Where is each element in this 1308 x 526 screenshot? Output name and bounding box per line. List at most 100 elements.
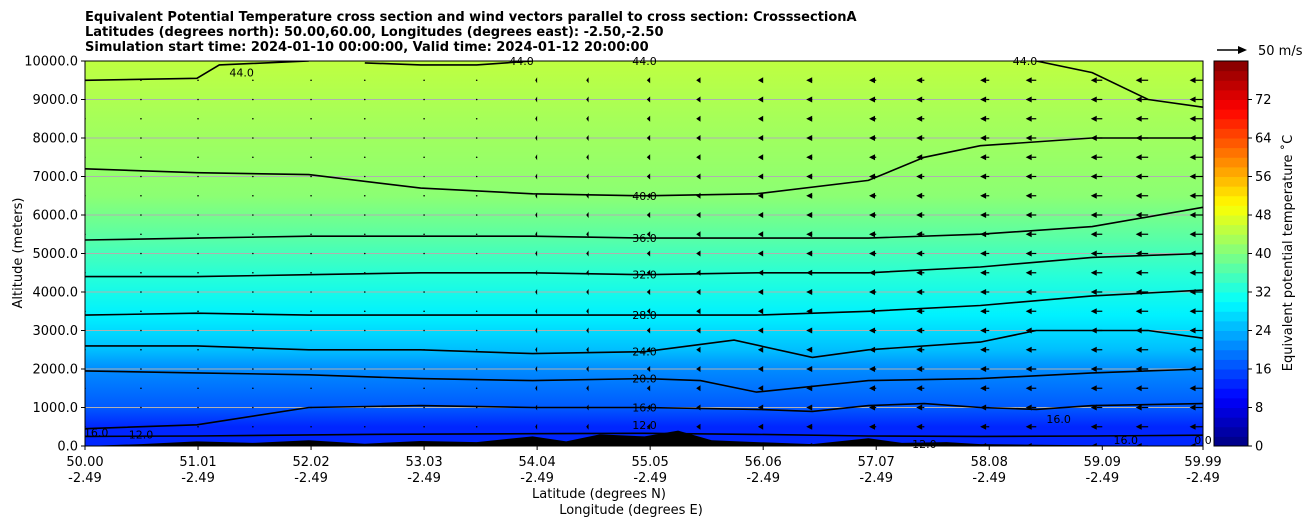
x-tick-label-longitude: -2.49 (294, 471, 328, 486)
wind-vector (423, 348, 425, 351)
contour-label: 44.0 (229, 67, 254, 80)
wind-vector-head (806, 346, 813, 353)
wind-vector-head (757, 212, 764, 218)
wind-vector (475, 79, 478, 82)
wind-vector-head (916, 173, 923, 180)
colorbar-segment (1214, 234, 1248, 245)
y-tick-label: 4000.0 (33, 286, 79, 301)
x-tick-label-longitude: -2.49 (972, 471, 1006, 486)
x-tick-label-latitude: 57.07 (858, 455, 895, 470)
wind-vector (197, 79, 199, 82)
colorbar-segment (1214, 70, 1248, 81)
colorbar-label: Equivalent potential temperature ˚C (1280, 135, 1296, 371)
wind-vector-head (535, 308, 538, 315)
wind-vector-head (535, 289, 538, 295)
wind-vector-head (980, 173, 987, 180)
wind-vector-head (535, 115, 538, 122)
wind-vector-head (1135, 269, 1142, 276)
wind-vector (423, 387, 425, 390)
colorbar-segment (1214, 340, 1248, 351)
wind-vector (475, 310, 478, 313)
wind-vector-head (916, 192, 923, 199)
wind-vector (423, 214, 425, 216)
x-tick-label-longitude: -2.49 (1085, 471, 1119, 486)
contour-label: 32.0 (632, 269, 657, 282)
wind-vector-head (806, 135, 813, 141)
wind-vector-head (869, 212, 876, 218)
wind-vector-head (806, 115, 813, 122)
colorbar-segment (1214, 282, 1248, 293)
wind-vector-head (806, 77, 813, 84)
y-tick-label: 8000.0 (33, 132, 79, 147)
wind-vector (252, 98, 254, 101)
wind-vector-head (586, 192, 589, 199)
wind-vector-head (696, 327, 701, 334)
wind-vector-head (1135, 96, 1142, 103)
wind-vector-head (1090, 327, 1097, 334)
colorbar-segment (1214, 330, 1248, 341)
wind-vector (310, 175, 312, 178)
wind-vector-head (757, 385, 764, 392)
wind-vector-head (1189, 327, 1196, 334)
wind-vector-head (646, 212, 651, 218)
wind-vector-head (535, 404, 538, 411)
x-tick-label-latitude: 55.05 (632, 455, 669, 470)
wind-vector (475, 117, 478, 120)
wind-vector-head (1135, 327, 1142, 334)
wind-vector-head (535, 443, 538, 446)
colorbar-segment (1214, 89, 1248, 100)
wind-vector-head (757, 173, 764, 180)
wind-vector (310, 194, 312, 197)
wind-vector (423, 329, 425, 332)
wind-vector-head (806, 443, 813, 446)
wind-vector-head (980, 135, 987, 141)
colorbar-segment (1214, 99, 1248, 110)
wind-vector (423, 79, 425, 82)
wind-vector-head (980, 327, 987, 334)
wind-vector-head (806, 231, 813, 238)
x-tick-label-longitude: -2.49 (633, 471, 667, 486)
wind-vector (475, 137, 478, 139)
wind-vector (310, 368, 312, 370)
wind-vector (310, 348, 312, 351)
wind-vector-head (980, 115, 987, 122)
x-axis: 50.00-2.4951.01-2.4952.02-2.4953.03-2.49… (66, 446, 1222, 486)
colorbar-segment (1214, 397, 1248, 408)
wind-vector-head (586, 404, 589, 411)
wind-vector-head (980, 269, 987, 276)
wind-vector-head (1025, 96, 1032, 103)
wind-vector (363, 233, 366, 236)
wind-vector-head (1189, 269, 1196, 276)
y-axis: 0.0 1000.0 2000.0 3000.0 4000.0 5000.0 6000.0 7… (24, 55, 85, 455)
wind-vector-head (1090, 154, 1097, 161)
wind-vector (310, 310, 312, 313)
x-axis-label: Latitude (degrees N) (532, 487, 666, 502)
wind-vector-head (696, 385, 701, 392)
wind-vector (310, 156, 312, 159)
wind-vector-head (696, 289, 701, 295)
wind-vector (197, 117, 199, 120)
wind-vector-head (916, 154, 923, 161)
wind-vector (423, 233, 425, 236)
wind-vector-head (586, 289, 589, 295)
wind-vector-head (980, 77, 987, 84)
wind-vector-head (1135, 385, 1142, 392)
wind-vector-head (1025, 404, 1032, 411)
wind-vector-head (1189, 443, 1196, 446)
wind-vector-head (1189, 346, 1196, 353)
wind-vector-head (757, 231, 764, 238)
wind-vectors (85, 77, 1203, 446)
wind-vector-head (696, 212, 701, 218)
wind-vector (475, 348, 478, 351)
wind-vector (310, 214, 312, 216)
colorbar-segment (1214, 224, 1248, 235)
wind-vector-head (1025, 231, 1032, 238)
wind-vector-head (1189, 135, 1196, 141)
x-tick-label-latitude: 54.04 (519, 455, 556, 470)
wind-vector (475, 98, 478, 101)
x-axis-label-secondary: Longitude (degrees E) (559, 503, 703, 518)
wind-vector (197, 214, 199, 216)
wind-vector (140, 310, 142, 313)
y-tick-label: 2000.0 (33, 363, 79, 378)
